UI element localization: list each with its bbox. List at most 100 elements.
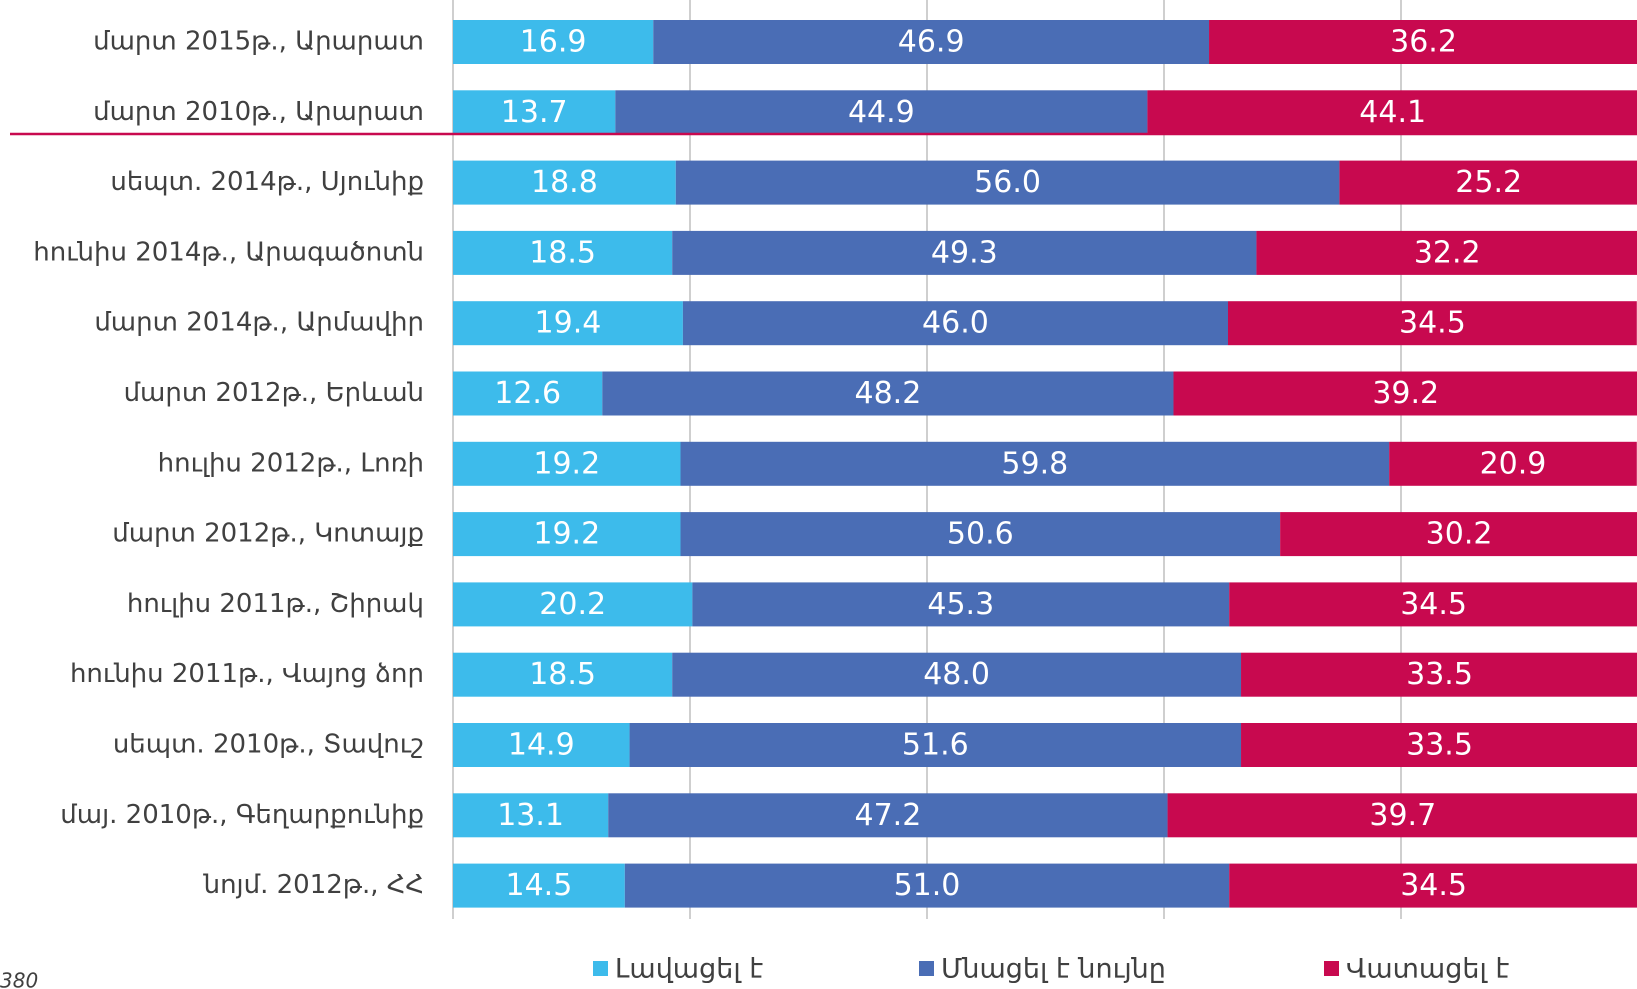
- bar-segment: [692, 582, 1230, 627]
- category-label: հունիս 2011թ., Վայոց ձոր: [70, 659, 424, 689]
- data-label: 56.0: [974, 165, 1041, 200]
- data-label: 33.5: [1406, 728, 1473, 763]
- data-label: 20.9: [1480, 446, 1547, 481]
- data-label: 44.9: [848, 95, 915, 130]
- data-label: 46.0: [922, 306, 989, 341]
- category-label: մայ. 2010թ., Գեղարքունիք: [60, 800, 424, 830]
- bar-segment: [608, 793, 1168, 838]
- bar-segment: [1389, 441, 1637, 486]
- bar-segment: [680, 441, 1390, 486]
- category-label: մարտ 2015թ., Արարատ: [93, 27, 424, 57]
- bar-segment: [680, 512, 1281, 557]
- data-label: 19.2: [533, 517, 600, 552]
- bar-segment: [1173, 371, 1637, 416]
- bar-segment: [453, 160, 676, 205]
- data-label: 14.9: [508, 728, 575, 763]
- category-label: նոյմ. 2012թ., ՀՀ: [203, 870, 424, 900]
- bar-segment: [1241, 652, 1637, 697]
- legend-label: Լավացել է: [615, 954, 763, 985]
- category-label: մարտ 2010թ., Արարատ: [93, 97, 424, 127]
- bar-segment: [453, 863, 625, 908]
- bar-segment: [682, 301, 1228, 346]
- bar-segment: [453, 512, 681, 557]
- data-label: 30.2: [1426, 517, 1493, 552]
- category-label: մարտ 2012թ., Երևան: [124, 378, 424, 408]
- category-label: սեպտ. 2014թ., Սյունիք: [110, 167, 424, 197]
- data-label: 32.2: [1414, 235, 1481, 270]
- data-label: 48.2: [854, 376, 921, 411]
- bar-segment: [453, 301, 683, 346]
- data-label: 34.5: [1399, 306, 1466, 341]
- plot: [453, 20, 1637, 908]
- bar-segment: [629, 723, 1242, 767]
- bar-segment: [1229, 582, 1637, 627]
- legend-label: Վատացել է: [1346, 954, 1509, 985]
- bar-segment: [453, 230, 673, 275]
- category-label: մարտ 2012թ., Կոտայք: [112, 519, 424, 549]
- bar-segment: [453, 793, 609, 838]
- data-label: 19.2: [533, 446, 600, 481]
- bar-segment: [602, 371, 1174, 416]
- data-label: 25.2: [1455, 165, 1522, 200]
- bar-segment: [653, 20, 1210, 64]
- category-label: մարտ 2014թ., Արմավիր: [94, 308, 424, 338]
- bar-segment: [675, 160, 1340, 205]
- data-label: 51.0: [894, 868, 961, 903]
- data-label: 13.1: [497, 798, 564, 833]
- bar-segment: [615, 90, 1148, 135]
- bar-segment: [672, 230, 1257, 275]
- legend-swatch: [919, 961, 934, 976]
- data-label: 39.2: [1372, 376, 1439, 411]
- category-label: հուլիս 2012թ., Լոռի: [158, 448, 424, 478]
- data-label: 49.3: [931, 235, 998, 270]
- data-label: 33.5: [1406, 657, 1473, 692]
- bar-segment: [1241, 723, 1637, 767]
- data-label: 36.2: [1390, 25, 1457, 60]
- data-label: 34.5: [1400, 587, 1467, 622]
- data-label: 20.2: [539, 587, 606, 622]
- bar-segment: [624, 863, 1230, 908]
- data-label: 14.5: [506, 868, 573, 903]
- bar-segment: [453, 582, 693, 627]
- data-label: 16.9: [520, 25, 587, 60]
- data-label: 19.4: [535, 306, 602, 341]
- bar-segment: [1256, 230, 1637, 275]
- bar-segment: [453, 371, 603, 416]
- bar-segment: [453, 723, 630, 767]
- bar-segment: [453, 652, 673, 697]
- bar-segment: [1339, 160, 1637, 205]
- data-label: 51.6: [902, 728, 969, 763]
- bar-segment: [1147, 90, 1637, 135]
- data-label: 34.5: [1400, 868, 1467, 903]
- data-label: 44.1: [1359, 95, 1426, 130]
- legend-swatch: [1324, 961, 1339, 976]
- bar-segment: [1209, 20, 1637, 64]
- bar-segment: [672, 652, 1242, 697]
- category-label: հուլիս 2011թ., Շիրակ: [127, 589, 424, 619]
- bar-segment: [1227, 301, 1637, 346]
- data-label: 50.6: [947, 517, 1014, 552]
- data-label: 48.0: [923, 657, 990, 692]
- data-label: 13.7: [501, 95, 568, 130]
- legend-label: Մնացել է նույնը: [941, 954, 1166, 985]
- data-label: 18.5: [529, 235, 596, 270]
- data-label: 18.5: [529, 657, 596, 692]
- data-label: 18.8: [531, 165, 598, 200]
- footnote: 380: [0, 969, 38, 989]
- data-label: 12.6: [494, 376, 561, 411]
- bar-segment: [1229, 863, 1637, 908]
- data-label: 47.2: [854, 798, 921, 833]
- data-label: 39.7: [1369, 798, 1436, 833]
- data-label: 59.8: [1001, 446, 1068, 481]
- legend-swatch: [593, 961, 608, 976]
- data-label: 46.9: [898, 25, 965, 60]
- bar-segment: [453, 441, 681, 486]
- bar-segment: [453, 20, 654, 64]
- bar-segment: [1280, 512, 1637, 557]
- bar-segment: [1167, 793, 1637, 838]
- data-label: 45.3: [927, 587, 994, 622]
- bar-segment: [453, 90, 616, 135]
- category-label: սեպտ. 2010թ., Տավուշ: [113, 730, 424, 760]
- category-label: հունիս 2014թ., Արագածոտն: [33, 237, 424, 267]
